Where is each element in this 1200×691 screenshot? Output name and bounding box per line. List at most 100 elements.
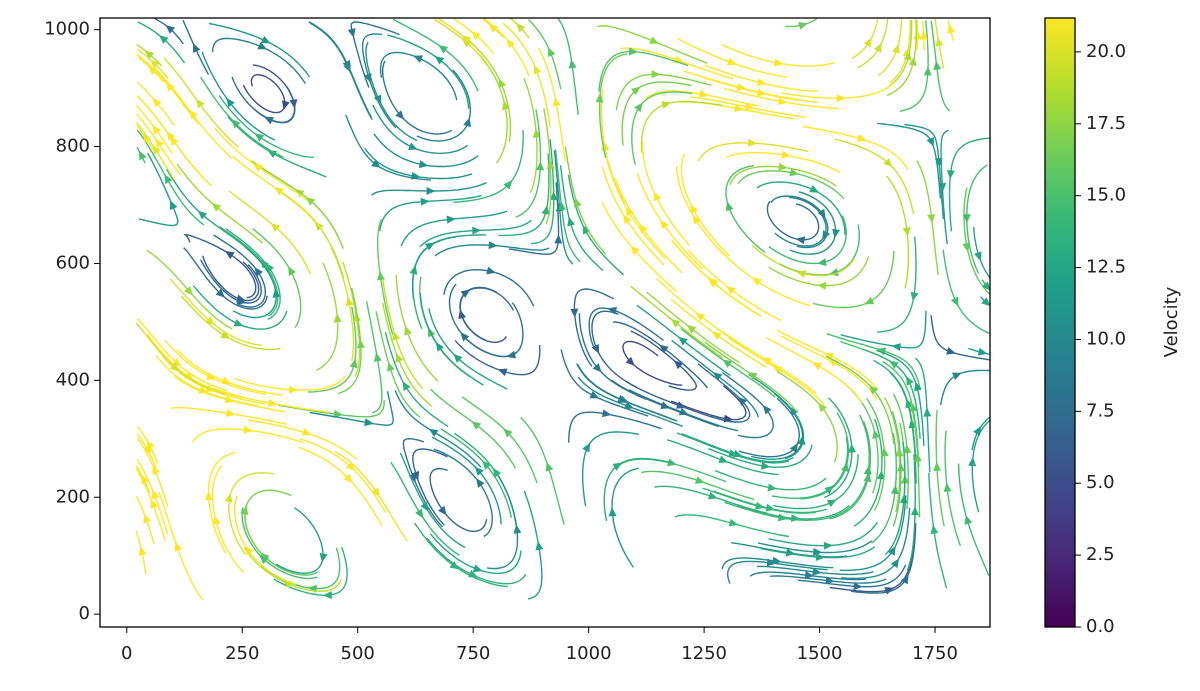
streamline-arrow: [333, 313, 342, 323]
streamline-arrow: [651, 70, 661, 79]
streamline-arrow: [747, 371, 758, 381]
streamline: [560, 349, 649, 417]
streamline: [687, 249, 782, 322]
streamline-arrow: [896, 462, 905, 472]
streamline-arrow: [282, 581, 293, 589]
streamline: [275, 507, 324, 575]
colorbar-label: Velocity: [1161, 286, 1182, 357]
streamline: [459, 286, 507, 343]
streamline-arrow: [661, 101, 672, 109]
streamline-arrow: [245, 545, 254, 556]
streamline-arrow: [204, 491, 213, 501]
streamline-arrow: [813, 547, 823, 556]
streamline-arrow: [554, 234, 563, 244]
streamline-arrow: [863, 472, 872, 483]
streamline: [365, 301, 383, 414]
streamline-arrow: [631, 86, 641, 96]
streamline-arrow: [934, 157, 943, 168]
streamline: [520, 417, 565, 525]
streamline-arrow: [908, 56, 917, 67]
streamline: [601, 201, 678, 293]
streamline: [942, 249, 990, 335]
streamline-arrow: [224, 250, 235, 260]
streamline-arrow: [418, 160, 429, 169]
streamline-arrow: [973, 426, 982, 436]
streamline-arrow: [660, 401, 671, 409]
streamline-arrow: [415, 508, 424, 519]
streamline-arrow: [319, 553, 328, 563]
streamline: [957, 463, 990, 576]
streamline-arrow: [503, 180, 513, 190]
streamline: [721, 371, 774, 439]
streamline-arrow: [434, 56, 445, 65]
streamline-arrow: [460, 289, 471, 298]
streamline-arrow: [265, 262, 274, 273]
streamline-arrow: [876, 470, 885, 480]
streamline: [372, 104, 469, 154]
streamline-arrow: [472, 564, 483, 572]
x-tick-label: 1500: [797, 643, 843, 664]
streamline-arrow: [880, 447, 889, 457]
streamline: [334, 450, 408, 542]
streamline: [261, 547, 341, 590]
streamline-arrow: [962, 214, 971, 224]
streamline-arrow: [420, 501, 429, 512]
streamline: [780, 335, 878, 400]
streamline-arrow: [188, 109, 198, 120]
streamline-arrow: [498, 78, 507, 89]
streamline-arrow: [259, 554, 269, 564]
streamline-arrow: [935, 37, 944, 47]
streamline-arrow: [950, 296, 959, 307]
streamline: [840, 507, 911, 579]
streamline: [244, 504, 319, 576]
streamline: [597, 25, 708, 64]
streamline-arrow: [420, 197, 430, 206]
streamline-arrow: [225, 409, 236, 418]
streamline-arrow: [138, 150, 147, 161]
streamline-arrow: [282, 100, 290, 111]
streamline-arrow: [891, 343, 901, 352]
streamline-arrow: [919, 30, 928, 40]
streamline-arrow: [453, 353, 463, 363]
streamline-arrow: [549, 191, 558, 201]
streamline: [877, 236, 917, 333]
streamline-arrow: [914, 381, 922, 392]
streamline: [414, 522, 508, 588]
streamline-arrow: [205, 316, 215, 326]
streamline-arrow: [601, 409, 612, 418]
streamline-arrow: [798, 22, 808, 30]
streamline-arrow: [781, 150, 791, 159]
streamline-arrow: [777, 97, 788, 105]
streamline-arrow: [568, 59, 577, 69]
streamline-arrow: [812, 567, 822, 576]
streamline-arrow: [506, 38, 516, 49]
streamline: [928, 472, 948, 589]
streamline-arrow: [824, 485, 834, 495]
streamline: [392, 18, 479, 92]
streamline-arrow: [653, 191, 662, 202]
streamline: [465, 37, 512, 142]
x-tick-label: 1250: [681, 643, 727, 664]
streamline-arrow: [150, 59, 160, 69]
streamline-arrow: [460, 332, 470, 342]
streamline-arrow: [812, 362, 823, 371]
streamline-arrow: [288, 266, 296, 276]
streamline-arrow: [946, 169, 955, 180]
streamline-arrow: [773, 58, 784, 67]
y-tick-label: 800: [56, 136, 90, 157]
streamline: [756, 181, 846, 235]
streamline: [857, 18, 889, 69]
streamline-arrow: [169, 136, 179, 146]
streamline-arrow: [890, 484, 899, 495]
streamline: [344, 114, 432, 181]
streamline-arrow: [411, 470, 420, 481]
streamline-arrow: [913, 452, 922, 462]
streamline-arrow: [407, 142, 418, 150]
streamline-arrow: [231, 118, 241, 129]
streamline: [461, 396, 538, 484]
x-tick-label: 500: [341, 643, 375, 664]
streamline-arrow: [387, 361, 395, 372]
streamline-arrow: [900, 574, 909, 585]
streamlines: [135, 18, 990, 601]
